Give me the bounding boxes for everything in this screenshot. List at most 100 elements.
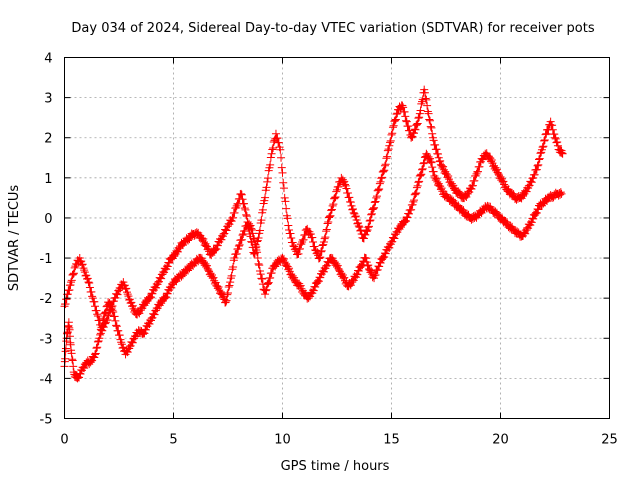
data-point xyxy=(557,189,566,198)
data-point xyxy=(84,278,93,287)
data-point xyxy=(533,161,542,170)
data-point-fill xyxy=(244,223,253,232)
x-tick-label: 10 xyxy=(274,433,291,448)
data-point-fill xyxy=(410,190,419,199)
data-point-fill xyxy=(268,145,277,154)
data-point xyxy=(88,294,97,303)
data-point-fill xyxy=(111,316,120,325)
data-point-fill xyxy=(393,109,402,118)
data-point-fill xyxy=(273,134,282,143)
data-point-fill xyxy=(246,232,255,241)
data-point-fill xyxy=(370,203,379,212)
x-tick-label: 25 xyxy=(601,433,618,448)
data-point-fill xyxy=(383,152,392,161)
data-point-fill xyxy=(416,171,425,180)
data-point-fill xyxy=(69,269,78,278)
data-point xyxy=(261,290,270,299)
data-point-fill xyxy=(165,258,174,267)
data-point-fill xyxy=(150,310,159,319)
data-point-fill xyxy=(65,285,74,294)
data-point-fill xyxy=(232,249,241,258)
y-tick-label: 3 xyxy=(44,92,52,107)
data-point-fill xyxy=(284,221,293,230)
data-point-fill xyxy=(354,266,363,275)
data-point-fill xyxy=(249,248,258,257)
data-point xyxy=(67,278,76,287)
data-point xyxy=(418,165,427,174)
data-point-fill xyxy=(308,233,317,242)
data-point-fill xyxy=(104,311,113,320)
data-point-fill xyxy=(69,362,78,371)
data-point-fill xyxy=(69,270,78,279)
data-point-fill xyxy=(295,244,304,253)
data-point-fill xyxy=(432,145,441,154)
data-point-fill xyxy=(522,187,531,196)
data-point-fill xyxy=(327,205,336,214)
data-point-fill xyxy=(288,238,297,247)
data-point-fill xyxy=(426,116,435,125)
data-point-fill xyxy=(436,156,445,165)
data-point-fill xyxy=(122,288,131,297)
data-point-fill xyxy=(78,260,87,269)
x-tick-label: 15 xyxy=(383,433,400,448)
y-tick-label: 2 xyxy=(44,132,52,147)
data-point-fill xyxy=(529,214,538,223)
data-point-fill xyxy=(95,316,104,325)
data-point xyxy=(258,205,267,214)
data-point-fill xyxy=(115,331,124,340)
data-point xyxy=(210,246,219,255)
data-point-fill xyxy=(325,212,334,221)
data-point xyxy=(93,310,102,319)
data-point-fill xyxy=(428,129,437,138)
data-point-fill xyxy=(379,167,388,176)
data-point-fill xyxy=(334,182,343,191)
data-point xyxy=(367,209,376,218)
y-tick-label: -4 xyxy=(40,372,53,387)
data-point-fill xyxy=(269,143,278,152)
data-point-fill xyxy=(245,225,254,234)
data-point-fill xyxy=(539,142,548,151)
data-point-fill xyxy=(93,343,102,352)
data-point-fill xyxy=(364,223,373,232)
data-point xyxy=(315,254,324,263)
data-point-fill xyxy=(527,178,536,187)
data-point-fill xyxy=(558,149,567,158)
data-point-fill xyxy=(415,177,424,186)
data-point-fill xyxy=(224,283,233,292)
data-point-fill xyxy=(535,155,544,164)
data-point xyxy=(226,278,235,287)
data-point-fill xyxy=(475,162,484,171)
data-point xyxy=(378,254,387,263)
data-point-fill xyxy=(348,205,357,214)
data-point-fill xyxy=(479,155,488,164)
data-point-fill xyxy=(99,323,108,332)
data-point xyxy=(551,133,559,142)
data-point-fill xyxy=(473,167,482,176)
data-point-fill xyxy=(388,123,397,132)
data-point-fill xyxy=(263,279,272,288)
data-point-fill xyxy=(420,88,429,97)
data-point-fill xyxy=(223,290,232,299)
y-tick-label: 1 xyxy=(44,172,52,187)
data-point-fill xyxy=(279,184,288,193)
data-point-fill xyxy=(329,200,338,209)
data-point-fill xyxy=(331,193,340,202)
data-point-fill xyxy=(423,101,432,110)
data-point-fill xyxy=(536,149,545,158)
data-point-fill xyxy=(327,206,336,215)
y-tick-label: 0 xyxy=(44,212,52,227)
data-point-fill xyxy=(332,187,341,196)
data-point-fill xyxy=(540,135,549,144)
data-point-fill xyxy=(237,235,246,244)
grid-lines xyxy=(64,57,610,419)
data-point-fill xyxy=(141,325,150,334)
data-point xyxy=(380,161,389,170)
data-point-fill xyxy=(410,196,419,205)
data-point xyxy=(531,209,540,218)
data-point xyxy=(63,290,72,299)
data-point-fill xyxy=(251,243,260,252)
data-point-fill xyxy=(242,210,251,219)
data-point-fill xyxy=(541,130,550,139)
data-point-fill xyxy=(410,129,419,138)
